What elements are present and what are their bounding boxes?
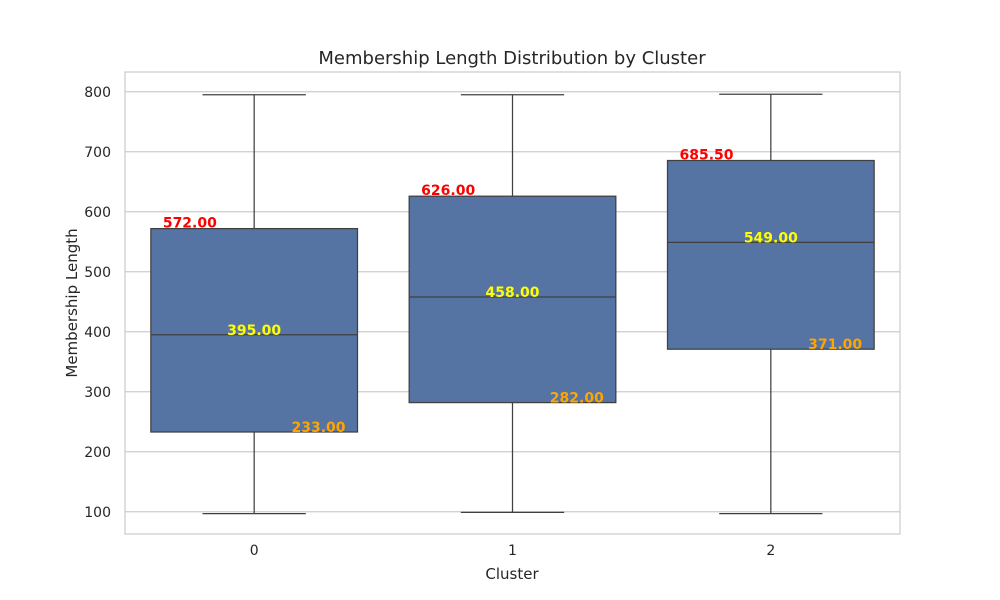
annotations: 572.00 395.00 233.00 626.00 458.00 282.00 685.… [163, 148, 863, 437]
q3-label-cluster-2: 685.50 [680, 148, 734, 164]
x-axis-label: Cluster [485, 565, 539, 583]
box-cluster-1 [408, 94, 617, 514]
y-tick-label-200: 200 [84, 445, 111, 461]
median-label-cluster-0: 395.00 [227, 323, 281, 339]
y-tick-label-600: 600 [84, 205, 111, 221]
iqr-box [666, 159, 875, 350]
iqr-box [408, 195, 617, 404]
median-label-cluster-1: 458.00 [485, 285, 539, 301]
y-ticks: 100 200 300 400 500 600 700 800 [84, 85, 111, 521]
iqr-box [150, 227, 359, 433]
y-tick-label-100: 100 [84, 505, 111, 521]
y-tick-label-500: 500 [84, 265, 111, 281]
q3-label-cluster-0: 572.00 [163, 216, 217, 232]
y-tick-label-800: 800 [84, 85, 111, 101]
y-tick-label-400: 400 [84, 325, 111, 341]
x-tick-label-2: 2 [766, 543, 775, 559]
chart-title: Membership Length Distribution by Cluste… [318, 48, 706, 69]
x-ticks: 0 1 2 [250, 543, 776, 559]
x-tick-label-1: 1 [508, 543, 517, 559]
box-cluster-2 [666, 93, 875, 515]
y-axis-label: Membership Length [63, 228, 81, 377]
y-tick-label-700: 700 [84, 145, 111, 161]
median-label-cluster-2: 549.00 [744, 230, 798, 246]
boxes [150, 93, 875, 515]
y-tick-label-300: 300 [84, 385, 111, 401]
q1-label-cluster-1: 282.00 [550, 391, 604, 407]
q1-label-cluster-0: 233.00 [291, 420, 345, 436]
plot-frame [124, 71, 901, 535]
x-tick-label-0: 0 [250, 543, 259, 559]
q3-label-cluster-1: 626.00 [421, 183, 475, 199]
q1-label-cluster-2: 371.00 [808, 337, 862, 353]
box-cluster-0 [150, 94, 359, 515]
